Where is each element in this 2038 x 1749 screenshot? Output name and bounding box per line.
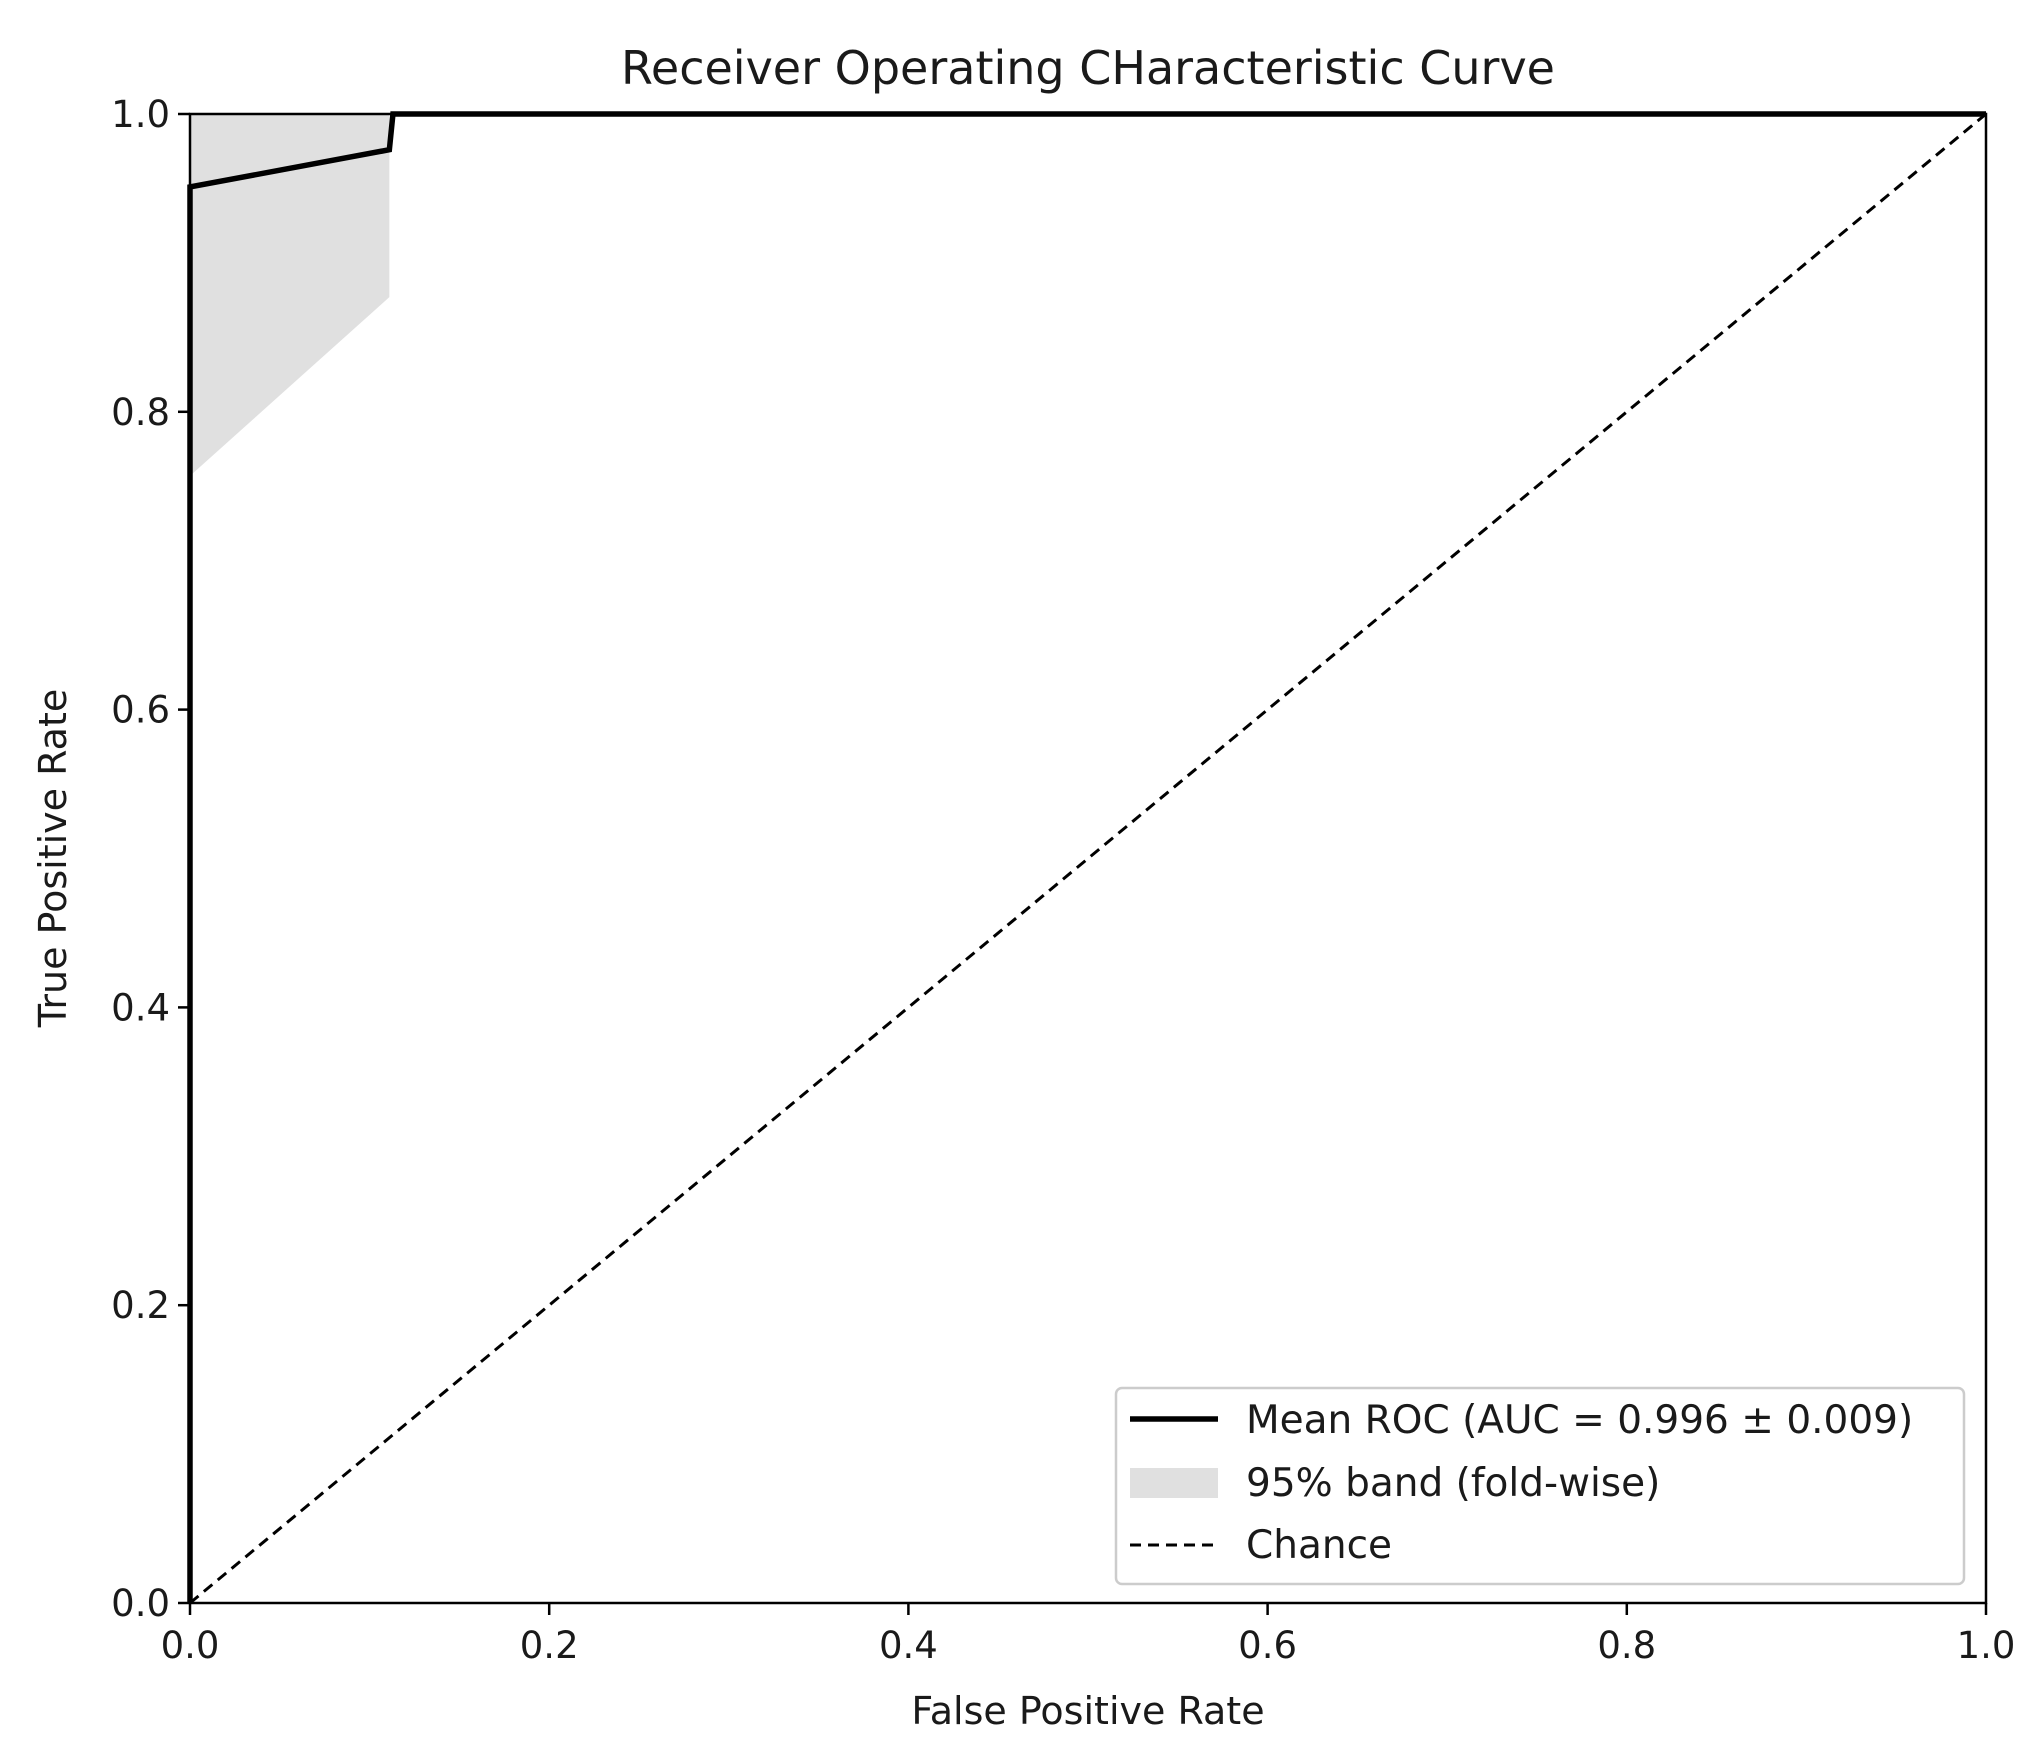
x-axis-label: False Positive Rate [911, 1689, 1264, 1733]
legend: Mean ROC (AUC = 0.996 ± 0.009) 95% band … [1114, 1386, 1966, 1586]
y-tick-label: 0.2 [111, 1284, 170, 1327]
axes-frame [188, 112, 1988, 1605]
legend-box [1114, 1386, 1966, 1586]
x-axis-ticks: 0.0 0.2 0.4 0.6 0.8 1.0 [161, 1603, 2016, 1667]
confidence-band [190, 114, 390, 1603]
chance-line [189, 112, 1987, 1605]
legend-label-band: 95% band (fold-wise) [1246, 1461, 1660, 1506]
x-tick-label: 0.2 [520, 1624, 579, 1667]
x-tick-label: 0.8 [1597, 1624, 1656, 1667]
x-tick-label: 1.0 [1957, 1624, 2016, 1667]
x-tick-label: 0.0 [161, 1624, 220, 1667]
y-axis-label: True Positive Rate [31, 689, 75, 1029]
y-axis-ticks: 0.0 0.2 0.4 0.6 0.8 1.0 [111, 93, 190, 1625]
x-tick-label: 0.4 [879, 1624, 938, 1667]
legend-label-mean-roc: Mean ROC (AUC = 0.996 ± 0.009) [1246, 1398, 1913, 1443]
legend-label-chance: Chance [1246, 1523, 1392, 1568]
y-tick-label: 0.4 [111, 986, 170, 1029]
y-tick-label: 1.0 [111, 93, 170, 136]
x-tick-label: 0.6 [1238, 1624, 1297, 1667]
legend-swatch-band [1130, 1468, 1218, 1498]
chart-title: Receiver Operating CHaracteristic Curve [621, 41, 1555, 95]
y-tick-label: 0.8 [111, 391, 170, 434]
y-tick-label: 0.0 [111, 1582, 170, 1625]
y-tick-label: 0.6 [111, 689, 170, 732]
